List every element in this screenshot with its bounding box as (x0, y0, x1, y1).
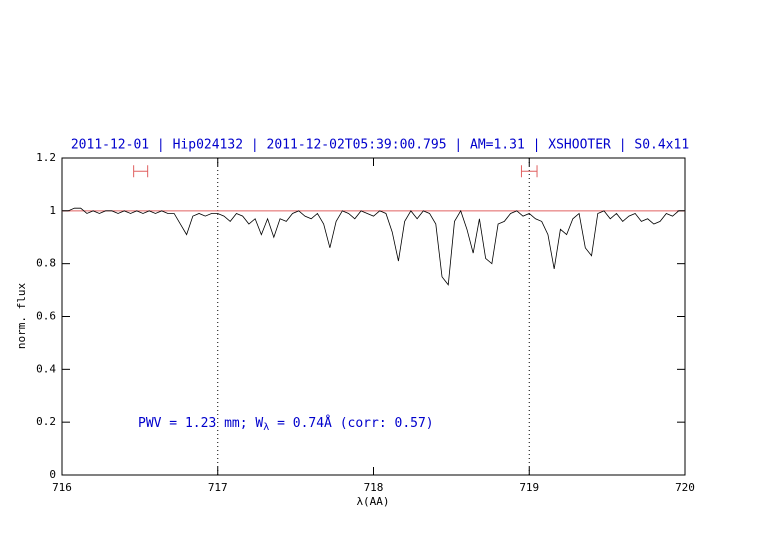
x-tick-label: 717 (208, 481, 228, 494)
interval-marker (520, 165, 538, 178)
x-axis-label: λ(AA) (356, 495, 389, 508)
annotation-sub: λ (263, 422, 269, 433)
annotation-text: = 0.74Å (corr: 0.57) (269, 415, 433, 431)
interval-marker (133, 165, 149, 178)
y-tick-label: 1 (49, 204, 56, 217)
y-tick-label: 0.4 (36, 362, 56, 375)
y-tick-label: 0.6 (36, 310, 56, 323)
y-tick-label: 0 (49, 468, 56, 481)
x-tick-label: 716 (52, 481, 72, 494)
annotation-text: PWV = 1.23 mm; W (138, 416, 263, 431)
chart-title: 2011-12-01 | Hip024132 | 2011-12-02T05:3… (71, 138, 689, 153)
spectrum-line (62, 207, 685, 286)
x-tick-label: 719 (519, 481, 539, 494)
y-tick-label: 0.2 (36, 415, 56, 428)
x-tick-label: 718 (364, 481, 384, 494)
x-tick-label: 720 (675, 481, 695, 494)
y-axis-label: norm. flux (15, 283, 28, 350)
y-tick-label: 0.8 (36, 257, 56, 270)
y-tick-label: 1.2 (36, 151, 56, 164)
annotation: PWV = 1.23 mm; Wλ = 0.74Å (corr: 0.57) (138, 415, 434, 434)
